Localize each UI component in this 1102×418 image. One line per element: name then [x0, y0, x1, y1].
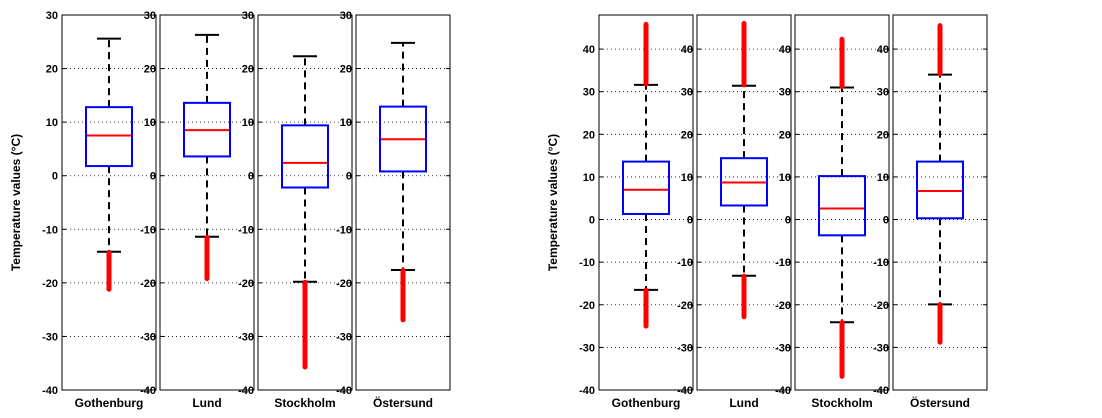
y-tick-label: -40	[238, 385, 254, 397]
y-axis-label: Temperature values (°C)	[546, 134, 560, 271]
y-tick-label: 10	[681, 172, 693, 184]
y-tick-label: 30	[681, 87, 693, 99]
y-tick-label: 20	[242, 64, 254, 76]
y-tick-label: -20	[140, 278, 156, 290]
y-tick-label: -10	[775, 257, 791, 269]
category-label: Stockholm	[274, 396, 335, 410]
iqr-box	[916, 160, 964, 220]
y-tick-label: -30	[677, 342, 693, 354]
iqr-box	[622, 160, 670, 216]
panel-lund: -40 -30 -20 -10 0 10 20 30 Lund	[140, 10, 255, 410]
y-tick-label: 0	[687, 215, 693, 227]
y-tick-label: -40	[579, 385, 595, 397]
y-tick-label: 10	[583, 172, 595, 184]
y-tick-label: -10	[336, 224, 352, 236]
y-tick-label: -40	[140, 385, 156, 397]
y-tick-label: 10	[144, 117, 156, 129]
y-tick-label: -10	[579, 257, 595, 269]
y-axis-label: Temperature values (°C)	[9, 134, 23, 271]
y-tick-label: -20	[42, 278, 58, 290]
y-tick-label: 0	[150, 171, 156, 183]
y-tick-label: 10	[779, 172, 791, 184]
panel-stockholm: -40 -30 -20 -10 0 10 20 30 Stockholm	[238, 10, 353, 410]
y-tick-label: -30	[775, 342, 791, 354]
y-tick-label: 40	[681, 44, 693, 56]
y-tick-label: -10	[677, 257, 693, 269]
iqr-box	[720, 157, 768, 207]
y-tick-label: 0	[346, 171, 352, 183]
y-tick-label: 20	[681, 129, 693, 141]
y-tick-label: -10	[42, 224, 58, 236]
iqr-box	[281, 124, 329, 189]
y-tick-label: -10	[238, 224, 254, 236]
category-label: Stockholm	[811, 396, 872, 410]
y-tick-label: -20	[775, 300, 791, 312]
y-tick-label: 20	[340, 64, 352, 76]
y-tick-label: 0	[248, 171, 254, 183]
y-tick-label: 0	[785, 215, 791, 227]
y-tick-label: 20	[46, 64, 58, 76]
iqr-box	[85, 106, 133, 168]
y-tick-label: -40	[336, 385, 352, 397]
panel-lund: -40 -30 -20 -10 0 10 20 30 40 Lund	[677, 14, 792, 410]
iqr-box	[818, 175, 866, 237]
panel-östersund: -40 -30 -20 -10 0 10 20 30 Östersund	[336, 10, 451, 410]
category-label: Östersund	[910, 395, 970, 410]
y-tick-label: -20	[677, 300, 693, 312]
y-tick-label: 30	[242, 10, 254, 22]
boxplot-chart-1: Temperature values (°C) -40 -30 -20 -10 0 10 20…	[9, 10, 451, 410]
y-tick-label: -20	[336, 278, 352, 290]
y-tick-label: -20	[873, 300, 889, 312]
y-tick-label: 20	[779, 129, 791, 141]
y-tick-label: -20	[238, 278, 254, 290]
y-tick-label: -30	[238, 331, 254, 343]
y-tick-label: 30	[144, 10, 156, 22]
y-tick-label: -30	[579, 342, 595, 354]
category-label: Östersund	[373, 395, 433, 410]
panel-gothenburg: -40 -30 -20 -10 0 10 20 30 Gothenburg	[42, 10, 157, 410]
category-label: Lund	[729, 396, 758, 410]
y-tick-label: -30	[336, 331, 352, 343]
category-label: Gothenburg	[612, 396, 681, 410]
panel-stockholm: -40 -30 -20 -10 0 10 20 30 40 Stockholm	[775, 14, 890, 410]
panel-östersund: -40 -30 -20 -10 0 10 20 30 40 Östersund	[873, 14, 988, 410]
y-tick-label: -30	[873, 342, 889, 354]
y-tick-label: 30	[46, 10, 58, 22]
y-tick-label: 30	[877, 87, 889, 99]
y-tick-label: -20	[579, 300, 595, 312]
boxplot-chart-2: Temperature values (°C) -40 -30 -20 -10 0 10 20…	[546, 14, 988, 410]
y-tick-label: -40	[677, 385, 693, 397]
y-tick-label: 30	[779, 87, 791, 99]
panel-gothenburg: -40 -30 -20 -10 0 10 20 30 40 Gothenburg	[579, 14, 694, 410]
y-tick-label: -40	[873, 385, 889, 397]
y-tick-label: 20	[583, 129, 595, 141]
y-tick-label: 0	[52, 171, 58, 183]
category-label: Gothenburg	[75, 396, 144, 410]
y-tick-label: 10	[46, 117, 58, 129]
y-tick-label: 20	[877, 129, 889, 141]
y-tick-label: 10	[340, 117, 352, 129]
y-tick-label: 30	[340, 10, 352, 22]
y-tick-label: 30	[583, 87, 595, 99]
y-tick-label: -40	[42, 385, 58, 397]
y-tick-label: -10	[140, 224, 156, 236]
y-tick-label: 40	[779, 44, 791, 56]
y-tick-label: 40	[877, 44, 889, 56]
y-tick-label: -10	[873, 257, 889, 269]
panel-frame	[355, 14, 451, 391]
y-tick-label: 20	[144, 64, 156, 76]
y-tick-label: -30	[140, 331, 156, 343]
y-tick-label: -40	[775, 385, 791, 397]
y-tick-label: 10	[242, 117, 254, 129]
y-tick-label: -30	[42, 331, 58, 343]
y-tick-label: 40	[583, 44, 595, 56]
category-label: Lund	[192, 396, 221, 410]
iqr-box	[379, 105, 427, 173]
y-tick-label: 0	[883, 215, 889, 227]
iqr-box	[183, 101, 231, 158]
y-tick-label: 10	[877, 172, 889, 184]
y-tick-label: 0	[589, 215, 595, 227]
